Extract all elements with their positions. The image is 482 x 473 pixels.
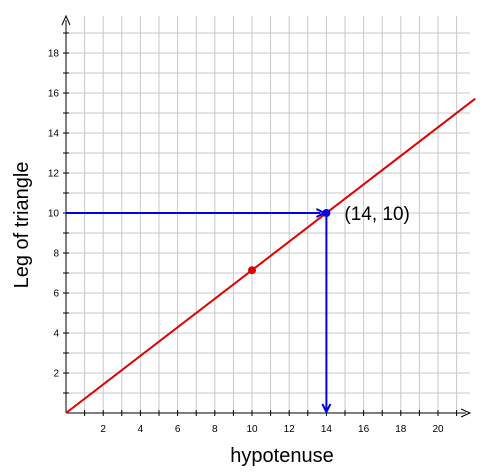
x-tick-label: 12 <box>284 424 296 435</box>
series-layer <box>65 97 476 414</box>
x-tick-label: 4 <box>138 424 144 435</box>
y-axis-arrow <box>61 14 71 26</box>
x-tick-label: 14 <box>321 424 333 435</box>
x-tick-label: 16 <box>358 424 370 435</box>
y-tick-label: 18 <box>48 49 60 60</box>
vertical-guide-arrow <box>321 403 332 415</box>
y-tick-label: 4 <box>53 329 59 340</box>
x-tick-label: 18 <box>395 424 407 435</box>
x-tick-label: 20 <box>432 424 444 435</box>
x-tick-label: 8 <box>212 424 218 435</box>
point-annotation: (14, 10) <box>344 204 409 225</box>
x-axis-title: hypotenuse <box>230 445 333 467</box>
x-tick-label: 10 <box>246 424 258 435</box>
points-layer <box>248 209 331 275</box>
y-tick-label: 2 <box>53 369 59 380</box>
y-tick-label: 8 <box>53 249 59 260</box>
y-axis-title: Leg of triangle <box>11 162 33 289</box>
x-axis-arrow <box>460 408 472 418</box>
data-point <box>248 266 256 275</box>
y-tick-label: 10 <box>48 209 60 220</box>
y-tick-label: 14 <box>48 129 60 140</box>
x-tick-label: 2 <box>100 424 106 435</box>
y-tick-label: 16 <box>48 89 60 100</box>
series-line <box>65 97 476 414</box>
y-tick-label: 12 <box>48 169 60 180</box>
axes <box>61 14 472 418</box>
x-tick-label: 6 <box>175 424 181 435</box>
y-tick-label: 6 <box>53 289 59 300</box>
data-point <box>322 209 331 217</box>
